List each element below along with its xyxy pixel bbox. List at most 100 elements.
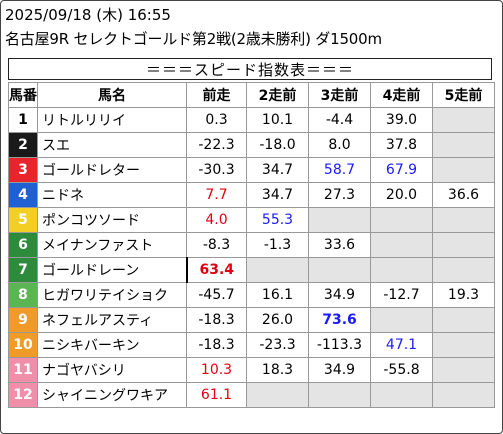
speed-index-cell [432, 382, 495, 408]
header-horse-number: 馬番 [8, 82, 38, 108]
horse-name: リトルリリイ [37, 107, 187, 133]
horse-name: ポンコツソード [37, 207, 187, 233]
speed-index-cell [432, 207, 495, 233]
table-body: 1 リトルリリイ 0.3 10.1 -4.4 39.0 2 スエ -22.3 -18.0 8.0 37… [8, 107, 495, 408]
speed-index-cell: -18.3 [186, 332, 247, 358]
speed-index-cell: 34.9 [308, 282, 371, 308]
speed-index-cell: -4.4 [308, 107, 371, 133]
speed-index-cell: -22.3 [186, 132, 247, 158]
horse-number-badge: 12 [8, 382, 38, 408]
horse-number-badge: 1 [8, 107, 38, 133]
speed-index-cell [246, 257, 309, 283]
speed-index-cell: 20.0 [370, 182, 433, 208]
speed-index-cell: -23.3 [246, 332, 309, 358]
horse-number-badge: 3 [8, 157, 38, 183]
speed-index-cell: 26.0 [246, 307, 309, 333]
speed-index-cell: 73.6 [308, 307, 371, 333]
speed-index-cell [432, 357, 495, 383]
speed-index-cell: -30.3 [186, 157, 247, 183]
speed-index-cell: 7.7 [186, 182, 247, 208]
speed-index-cell: -18.3 [186, 307, 247, 333]
speed-index-cell: 67.9 [370, 157, 433, 183]
speed-index-cell: -113.3 [308, 332, 371, 358]
speed-index-cell [308, 382, 371, 408]
table-row: 7 ゴールドレーン 63.4 [8, 257, 495, 283]
speed-index-cell: -18.0 [246, 132, 309, 158]
speed-index-cell: 10.3 [186, 357, 247, 383]
horse-number-badge: 8 [8, 282, 38, 308]
speed-index-cell: 0.3 [186, 107, 247, 133]
speed-index-cell [432, 157, 495, 183]
table-row: 10 ニシキバーキン -18.3 -23.3 -113.3 47.1 [8, 332, 495, 358]
speed-index-cell [432, 307, 495, 333]
horse-name: ゴールドレター [37, 157, 187, 183]
speed-index-cell [432, 332, 495, 358]
header-5-races-ago: 5走前 [432, 82, 495, 108]
horse-number-badge: 6 [8, 232, 38, 258]
table-row: 3 ゴールドレター -30.3 34.7 58.7 67.9 [8, 157, 495, 183]
race-title: 名古屋9R セレクトゴールド第2戦(2歳未勝利) ダ1500m [5, 30, 382, 48]
speed-index-cell: -45.7 [186, 282, 247, 308]
speed-index-cell [246, 382, 309, 408]
speed-index-cell: 16.1 [246, 282, 309, 308]
speed-index-cell: -55.8 [370, 357, 433, 383]
speed-index-cell: 58.7 [308, 157, 371, 183]
speed-index-cell [308, 257, 371, 283]
horse-name: ナゴヤバシリ [37, 357, 187, 383]
speed-index-cell [432, 232, 495, 258]
speed-index-cell: 19.3 [432, 282, 495, 308]
horse-name: メイナンファスト [37, 232, 187, 258]
speed-index-table: 馬番 馬名 前走 2走前 3走前 4走前 5走前 1 リトルリリイ 0.3 10.1-… [8, 82, 495, 408]
horse-name: ネフェルアスティ [37, 307, 187, 333]
table-row: 11 ナゴヤバシリ 10.3 18.3 34.9 -55.8 [8, 357, 495, 383]
table-row: 4 ニドネ 7.7 34.7 27.3 20.0 36.6 [8, 182, 495, 208]
speed-index-cell: 8.0 [308, 132, 371, 158]
speed-index-cell [432, 107, 495, 133]
speed-index-cell [432, 132, 495, 158]
header-last-race: 前走 [186, 82, 247, 108]
table-row: 2 スエ -22.3 -18.0 8.0 37.8 [8, 132, 495, 158]
speed-index-cell [370, 382, 433, 408]
horse-name: スエ [37, 132, 187, 158]
date-line: 2025/09/18 (木) 16:55 [5, 6, 171, 24]
speed-index-cell: -1.3 [246, 232, 309, 258]
horse-number-badge: 11 [8, 357, 38, 383]
table-row: 1 リトルリリイ 0.3 10.1 -4.4 39.0 [8, 107, 495, 133]
header-horse-name: 馬名 [37, 82, 187, 108]
speed-index-cell: 10.1 [246, 107, 309, 133]
horse-number-badge: 10 [8, 332, 38, 358]
header-3-races-ago: 3走前 [308, 82, 371, 108]
speed-index-cell: 18.3 [246, 357, 309, 383]
horse-name: ゴールドレーン [37, 257, 187, 283]
speed-index-cell: -8.3 [186, 232, 247, 258]
speed-index-cell [370, 307, 433, 333]
table-row: 6 メイナンファスト -8.3 -1.3 33.6 [8, 232, 495, 258]
speed-index-cell: 27.3 [308, 182, 371, 208]
table-row: 5 ポンコツソード 4.0 55.3 [8, 207, 495, 233]
speed-index-cell [432, 257, 495, 283]
speed-index-cell [370, 232, 433, 258]
horse-number-badge: 7 [8, 257, 38, 283]
speed-index-cell [370, 257, 433, 283]
horse-name: シャイニングワキア [37, 382, 187, 408]
speed-index-cell: 47.1 [370, 332, 433, 358]
horse-name: ニシキバーキン [37, 332, 187, 358]
horse-number-badge: 5 [8, 207, 38, 233]
speed-index-cell: 55.3 [246, 207, 309, 233]
speed-index-cell: 37.8 [370, 132, 433, 158]
table-row: 9 ネフェルアスティ -18.3 26.0 73.6 [8, 307, 495, 333]
horse-name: ニドネ [37, 182, 187, 208]
header-row: 馬番 馬名 前走 2走前 3走前 4走前 5走前 [8, 82, 495, 108]
speed-index-cell: -12.7 [370, 282, 433, 308]
speed-index-cell: 4.0 [186, 207, 247, 233]
speed-index-cell: 34.7 [246, 182, 309, 208]
speed-index-cell: 34.9 [308, 357, 371, 383]
speed-index-cell [370, 207, 433, 233]
table-row: 8 ヒガワリテイショク -45.7 16.1 34.9 -12.7 19.3 [8, 282, 495, 308]
speed-index-cell [308, 207, 371, 233]
speed-index-cell: 36.6 [432, 182, 495, 208]
header-4-races-ago: 4走前 [370, 82, 433, 108]
horse-number-badge: 2 [8, 132, 38, 158]
speed-index-cell: 33.6 [308, 232, 371, 258]
speed-index-cell: 34.7 [246, 157, 309, 183]
